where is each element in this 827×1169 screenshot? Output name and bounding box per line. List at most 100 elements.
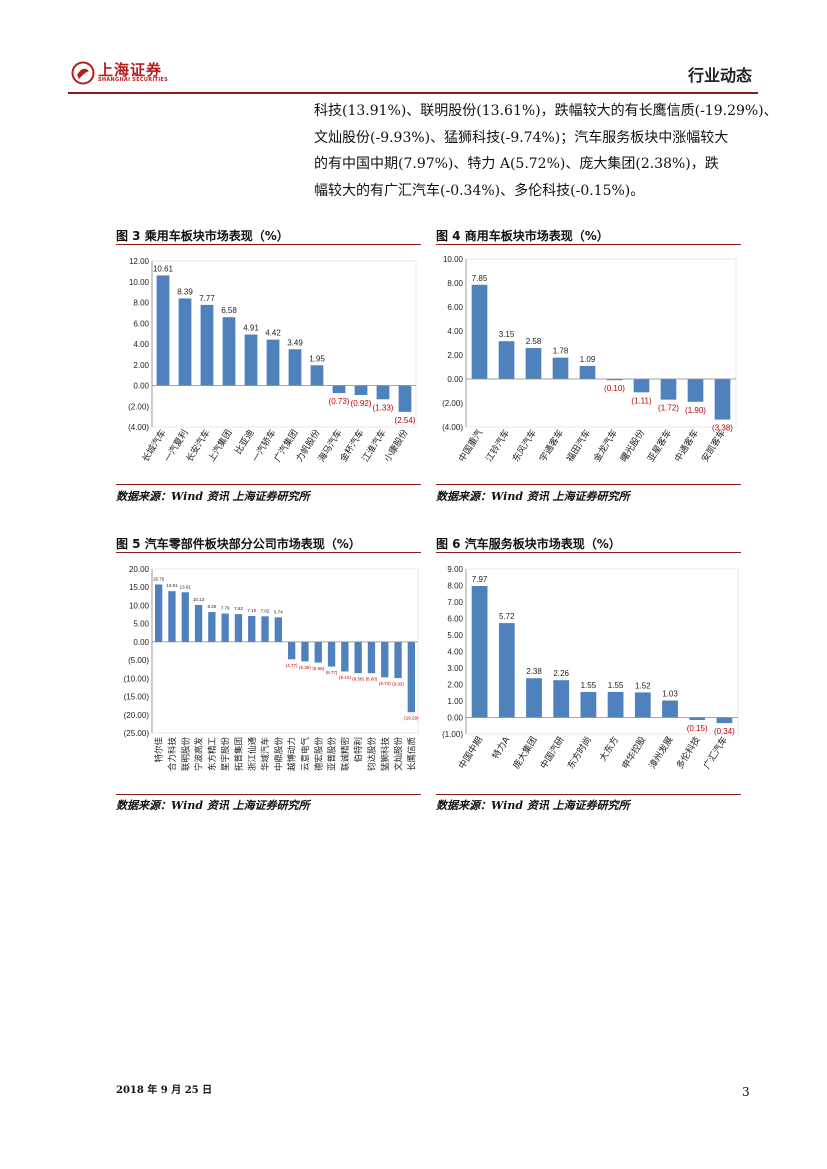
y-tick-label: 0.00 [447, 375, 463, 384]
bar [234, 614, 243, 642]
header-divider [68, 92, 758, 94]
y-tick-label: 10.00 [129, 601, 150, 610]
bar [248, 616, 256, 642]
bar [580, 691, 597, 718]
figure-4-title: 图 4 商用车板块市场表现（%） [436, 229, 609, 243]
bar [327, 641, 336, 667]
category-label: 东方精工 [207, 737, 218, 772]
bar [168, 591, 176, 642]
figure-6-top-rule [436, 552, 741, 553]
bar-value-label: (0.15) [687, 724, 708, 733]
category-label: 越博动力 [287, 737, 298, 771]
bar-value-label: 3.15 [499, 330, 515, 339]
bar-value-label: 8.20 [207, 604, 216, 609]
bar [471, 284, 488, 379]
bar-value-label: 7.02 [261, 608, 270, 613]
company-logo: 上海证券 SHANGHAI SECURITIES [68, 58, 188, 88]
y-tick-label: 6.00 [447, 615, 463, 624]
bar [156, 275, 170, 386]
y-tick-label: 15.00 [129, 583, 150, 592]
bar-value-label: (2.54) [395, 416, 416, 425]
figure-3-top-rule [116, 244, 421, 245]
category-label: 江铃汽车 [483, 427, 512, 464]
bar-value-label: (8.58) [352, 677, 364, 682]
category-label: 亚星客车 [645, 427, 674, 464]
bar-value-label: 2.38 [526, 667, 542, 676]
bar [314, 641, 322, 663]
bar [526, 678, 542, 718]
y-tick-label: 5.00 [133, 620, 149, 629]
category-label: 比亚迪 [232, 427, 256, 456]
y-tick-label: 5.00 [447, 631, 463, 640]
bar [607, 691, 624, 718]
bar [579, 365, 596, 379]
bar-value-label: 10.13 [193, 597, 205, 602]
figure-6-source: 数据来源：Wind 资讯 上海证券研究所 [436, 799, 630, 812]
y-tick-label: (2.00) [442, 399, 463, 408]
y-tick-label: (4.00) [442, 423, 463, 432]
logo-emblem-icon [71, 61, 95, 85]
bar [261, 616, 269, 642]
bar-value-label: 3.49 [287, 338, 303, 347]
bar-value-label: (5.68) [312, 666, 324, 671]
bar-value-label: (5.35) [299, 665, 311, 670]
bar-value-label: (0.10) [604, 384, 625, 393]
y-tick-label: 4.00 [133, 340, 149, 349]
plot-frame [151, 260, 417, 428]
bar-value-label: 7.97 [472, 575, 488, 584]
bar [498, 623, 515, 718]
bar [181, 592, 189, 642]
category-label: 伯特利 [353, 737, 364, 763]
category-label: 大东方 [597, 734, 621, 763]
bar [288, 349, 302, 386]
bar-value-label: (9.74) [379, 681, 391, 686]
category-label: 文灿股份 [393, 737, 404, 772]
bar [274, 617, 283, 642]
bar [633, 379, 650, 393]
bar [354, 385, 368, 396]
body-paragraph: 科技(13.91%)、联明股份(13.61%)，跌幅较大的有长鹰信质(-19.2… [314, 98, 778, 204]
y-tick-label: 4.00 [447, 327, 463, 336]
bar [525, 348, 542, 379]
y-tick-label: (4.00) [128, 423, 149, 432]
bar [381, 641, 389, 678]
y-tick-label: 3.00 [447, 664, 463, 673]
category-label: 庞大集团 [510, 734, 539, 771]
bar [222, 317, 236, 386]
y-tick-label: (25.00) [124, 729, 150, 738]
category-label: 东方时尚 [565, 734, 594, 771]
y-tick-label: 2.00 [447, 681, 463, 690]
category-label: 金龙汽车 [591, 427, 620, 464]
bar [634, 692, 651, 718]
y-tick-label: (2.00) [128, 402, 149, 411]
logo-subtext: SHANGHAI SECURITIES [98, 77, 169, 83]
bar [498, 341, 515, 379]
bar-value-label: (1.72) [658, 404, 679, 413]
footer-date: 2018 年 9 月 25 日 [116, 1085, 213, 1096]
y-tick-label: 7.00 [447, 598, 463, 607]
bar [662, 700, 678, 718]
bar-value-label: 4.91 [243, 324, 259, 333]
bar-value-label: 13.91 [166, 583, 178, 588]
bar [716, 717, 733, 724]
bar-value-label: 13.61 [180, 584, 192, 589]
figure-5-chart: 20.00 15.00 10.00 5.00 0.00 (5.00) (10.00) (15.… [124, 565, 419, 772]
bar-value-label: (8.60) [366, 677, 378, 682]
bar [407, 641, 416, 713]
bar-value-label: 6.58 [221, 306, 237, 315]
bar [689, 717, 706, 720]
figure-5-source: 数据来源：Wind 资讯 上海证券研究所 [116, 799, 310, 812]
figure-3-title: 图 3 乘用车板块市场表现（%） [116, 229, 289, 243]
category-label: 中国重汽 [456, 427, 485, 464]
bar [154, 584, 163, 642]
y-tick-label: 0.00 [447, 714, 463, 723]
bar [376, 385, 390, 400]
bar [354, 641, 362, 674]
bar-value-label: 1.09 [580, 355, 596, 364]
bar [398, 385, 412, 412]
y-tick-label: 20.00 [129, 565, 150, 574]
bar-value-label: 2.26 [553, 669, 569, 678]
category-label: 宇通客车 [537, 427, 566, 464]
figure-5-bottom-rule [116, 794, 421, 795]
bar [332, 385, 346, 394]
